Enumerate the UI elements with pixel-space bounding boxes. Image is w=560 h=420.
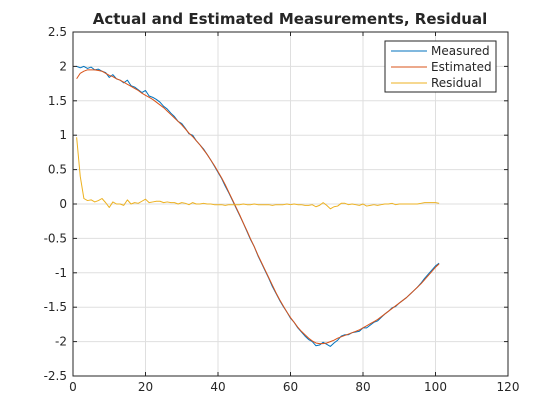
- tick-marks: [72, 31, 509, 377]
- y-tick-label: -0.5: [44, 231, 67, 245]
- y-tick-label: 2.5: [48, 25, 67, 39]
- series-lines: [76, 65, 440, 347]
- y-tick-label: 2: [59, 59, 67, 73]
- legend-label-measured: Measured: [431, 44, 490, 58]
- y-tick-label: 0.5: [48, 163, 67, 177]
- legend-label-residual: Residual: [431, 76, 482, 90]
- x-tick-label: 120: [497, 380, 520, 394]
- y-tick-label: -2.5: [44, 369, 67, 383]
- y-tick-label: -1: [55, 266, 67, 280]
- chart-title: Actual and Estimated Measurements, Resid…: [93, 10, 488, 28]
- y-axis-tick-labels: -2.5 -2 -1.5 -1 -0.5 0 0.5 1 1.5 2 2.5: [44, 25, 67, 383]
- x-axis-tick-labels: 0 20 40 60 80 100 120: [69, 380, 519, 394]
- x-tick-label: 40: [210, 380, 225, 394]
- legend-entries: Measured Estimated Residual: [391, 44, 492, 90]
- series-line-estimated: [76, 69, 440, 345]
- x-tick-label: 80: [355, 380, 370, 394]
- y-tick-label: -1.5: [44, 300, 67, 314]
- x-tick-label: 60: [283, 380, 298, 394]
- legend: Measured Estimated Residual: [384, 40, 497, 93]
- y-tick-label: 1: [59, 128, 67, 142]
- y-tick-label: 1.5: [48, 94, 67, 108]
- legend-label-estimated: Estimated: [431, 60, 492, 74]
- y-tick-label: -2: [55, 335, 67, 349]
- x-tick-label: 100: [424, 380, 447, 394]
- series-line-residual: [76, 137, 440, 210]
- x-tick-label: 20: [138, 380, 153, 394]
- x-tick-label: 0: [69, 380, 77, 394]
- y-tick-label: 0: [59, 197, 67, 211]
